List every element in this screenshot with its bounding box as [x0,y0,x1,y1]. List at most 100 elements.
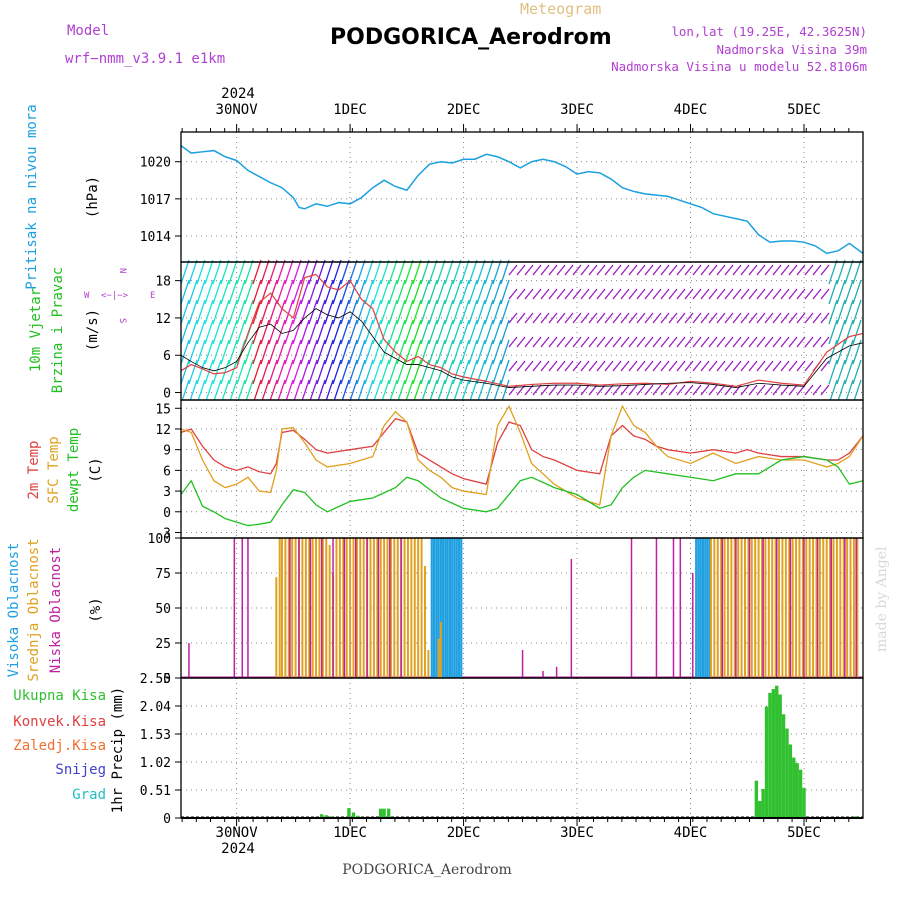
wind-barb [628,312,638,324]
wind-barb [676,288,686,300]
wind-barb [692,360,702,372]
wind-barb [196,359,206,385]
low-cloud-bar [789,538,792,678]
wind-barb [676,336,686,348]
wind-barb [604,264,614,276]
wind-barb [428,339,438,365]
wind-barb [836,339,846,365]
wind-barb [324,299,334,325]
mid-cloud-bar [311,538,314,678]
low-cloud-bar [233,538,236,678]
wind-barb [348,339,358,365]
precip-bar [382,808,386,818]
wind-barb [628,264,638,276]
wind-barb [508,312,518,324]
precip-unit-label: 1hr Precip (mm) [110,687,126,813]
wind-barb [564,384,574,396]
temp-unit-label: (C) [88,457,104,482]
wind-barb [380,259,390,285]
wind-barb [588,360,598,372]
dewpoint-line [180,455,864,527]
wind-barb [460,279,470,305]
mid-cloud-bar [733,538,736,678]
wind-barb [396,359,406,385]
wind-barb [244,339,254,365]
year-label-bottom: 2024 [221,841,255,857]
wind-barb [820,264,830,276]
wind-barb [708,288,718,300]
mid-cloud-bar [403,538,406,678]
wind-barb [244,299,254,325]
wind-barb [508,360,518,372]
wind-barb [284,259,294,285]
wind-barb [292,359,302,385]
low-cloud-bar [776,538,778,678]
wind-barb [828,279,838,305]
wind-unit-label: (m/s) [85,309,101,351]
wind-barb [844,339,854,365]
mid-cloud-bar [764,538,767,678]
y-tick-label: 6 [163,464,171,479]
wind-barb [308,319,318,345]
wind-barb [204,319,214,345]
wind-barb [268,279,278,305]
low-cloud-bar [241,538,244,678]
precip-bar [771,688,776,818]
wind-barb [612,288,622,300]
wind-barb [740,360,750,372]
panel-background [181,678,863,818]
wind-barb [652,312,662,324]
wind-barb [492,259,502,285]
wind-barb [772,360,782,372]
wind-barb [380,359,390,385]
mid-cloud-bar [846,538,849,678]
wind-barb [740,288,750,300]
wind-barb [332,259,342,285]
wind-barb [396,319,406,345]
wind-barb [564,312,574,324]
wind-barb [692,384,702,396]
low-cloud-bar [762,538,764,678]
wind-barb [572,312,582,324]
wind-barb [388,259,398,285]
precip-bar [356,815,360,818]
y-tick-label: 9 [163,444,171,459]
wind-barb [564,336,574,348]
wind-barb [732,312,742,324]
precip-legend-item: Ukupna Kisa [13,688,106,704]
wind-barb [220,279,230,305]
panel-temperature: -3 0 3 6 9 12 15 2m Temp SFC Temp dewpt Temp (C) [26,400,864,541]
wind-barb [236,339,246,365]
wind-barb [588,264,598,276]
y-tick-label: 100 [148,532,171,547]
wind-barb [588,336,598,348]
wind-barb [180,279,190,305]
wind-barb [796,336,806,348]
wind-barb [700,312,710,324]
mid-cloud-bar [413,538,416,678]
wind-barb [220,299,230,325]
mid-cloud-bar [761,538,764,678]
wind-barb [228,339,238,365]
high-cloud-bar [435,538,438,678]
precip-bar [795,763,799,818]
wind-barb [732,264,742,276]
wind-barb [740,384,750,396]
mid-cloud-bar [406,538,409,678]
date-label-top: 3DEC [560,102,594,118]
wind-barb [220,259,230,285]
wind-barb [188,319,198,345]
wind-barb [716,288,726,300]
wind-barb [828,259,838,285]
mid-cloud-bar [774,538,777,678]
wind-barb [356,259,366,285]
mid-cloud-bar [852,538,855,678]
wind-barb [316,299,326,325]
wind-barb [508,288,518,300]
wind-barb [756,384,766,396]
wind-barb [228,319,238,345]
wind-barb [756,288,766,300]
precip-bar [764,706,769,818]
wind-barb [836,319,846,345]
y-tick-label: 15 [155,402,171,417]
